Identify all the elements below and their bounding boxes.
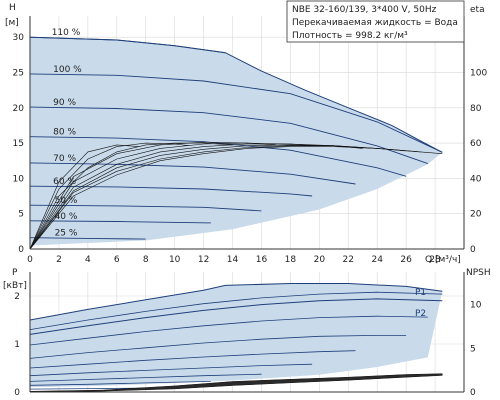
speed-label: 110 % <box>52 28 81 38</box>
head-curve-110 <box>29 36 226 54</box>
flow-tick-label: 8 <box>143 255 149 265</box>
speed-label: 90 % <box>53 98 76 108</box>
speed-label: 40 % <box>55 212 78 222</box>
flow-tick-label: 10 <box>169 255 181 265</box>
power-speed-curve <box>29 334 407 359</box>
p2-curve <box>29 298 443 335</box>
head-tick-label: 10 <box>13 174 25 184</box>
flow-tick-label: 16 <box>256 255 268 265</box>
power-axis-title: P <box>12 268 18 278</box>
flow-tick-label: 0 <box>27 255 33 265</box>
info-model: NBE 32-160/139, 3*400 V, 50Hz <box>292 5 437 15</box>
speed-label: 70 % <box>53 154 76 164</box>
npsh-tick-label: 5 <box>470 344 476 354</box>
p2-label: P2 <box>415 309 426 319</box>
head-curve-100 <box>29 73 443 153</box>
eta-tick-label: 100 <box>470 68 487 78</box>
power-speed-curve <box>29 350 356 369</box>
npsh-axis-title: NPSH <box>466 268 491 278</box>
efficiency-curve <box>29 144 139 250</box>
head-curve-25 <box>29 237 146 240</box>
speed-label: 100 % <box>53 65 82 75</box>
efficiency-curve <box>29 144 407 250</box>
p1-curve <box>29 283 443 321</box>
power-axis-unit: [кВт] <box>3 281 27 291</box>
efficiency-curve <box>29 142 320 250</box>
operating-area-fill <box>29 36 443 246</box>
flow-tick-label: 6 <box>114 255 120 265</box>
flow-tick-label: 24 <box>371 255 383 265</box>
flow-tick-label: 26 <box>400 255 412 265</box>
npsh-band <box>29 373 443 393</box>
power-speed-curve <box>29 291 443 330</box>
head-axis-unit: [м] <box>5 18 19 28</box>
power-speed-curve <box>29 387 146 390</box>
head-tick-label: 25 <box>13 68 24 78</box>
flow-axis-title: Q <box>425 255 432 265</box>
power-tick-label: 2 <box>14 292 20 302</box>
head-tick-label: 20 <box>13 104 25 114</box>
head-tick-label: 5 <box>18 210 24 220</box>
p1-label: P1 <box>415 288 426 298</box>
npsh-tick-label: 0 <box>470 388 476 398</box>
info-liquid: Перекачиваемая жидкость = Вода <box>292 18 458 28</box>
eta-tick-label: 80 <box>470 104 482 114</box>
head-curve-50 <box>29 204 262 212</box>
flow-tick-label: 12 <box>198 255 209 265</box>
flow-tick-label: 4 <box>85 255 91 265</box>
speed-label: 50 % <box>55 196 78 206</box>
eta-tick-label: 0 <box>470 245 476 255</box>
flow-axis-unit: [м³/ч] <box>435 255 461 265</box>
head-tick-label: 0 <box>18 245 24 255</box>
eta-tick-label: 20 <box>470 210 482 220</box>
power-axes: 0 1 2 0 5 10 <box>14 272 482 398</box>
power-curves <box>29 283 443 393</box>
power-speed-curve <box>29 381 211 386</box>
head-curve-70 <box>29 162 356 185</box>
head-tick-label: 15 <box>13 139 24 149</box>
efficiency-curve <box>29 143 363 250</box>
flow-tick-label: 14 <box>227 255 239 265</box>
eta-axis-title: eta <box>470 5 485 15</box>
operating-area <box>30 37 443 246</box>
flow-tick-label: 22 <box>343 255 354 265</box>
info-density: Плотность = 998.2 кг/м³ <box>292 31 408 41</box>
info-box <box>286 0 465 43</box>
speed-label: 60 % <box>53 177 76 187</box>
head-axis-title: H <box>9 3 16 13</box>
efficiency-curves <box>29 141 443 250</box>
head-tick-label: 30 <box>13 33 25 43</box>
power-speed-curve <box>29 363 313 377</box>
power-speed-curve <box>29 373 262 382</box>
speed-label: 80 % <box>53 128 76 138</box>
npsh-tick-label: 10 <box>470 301 482 311</box>
flow-tick-label: 2 <box>56 255 62 265</box>
flow-tick-label: 20 <box>314 255 326 265</box>
efficiency-curve <box>29 142 190 250</box>
power-tick-label: 0 <box>14 388 20 398</box>
flow-tick-label: 28 <box>429 255 441 265</box>
head-curve-40 <box>29 220 211 224</box>
eta-tick-label: 60 <box>470 139 482 149</box>
power-speed-curve <box>29 315 428 346</box>
flow-tick-label: 18 <box>285 255 297 265</box>
efficiency-curve <box>29 142 233 250</box>
speed-label: 25 % <box>55 229 78 239</box>
efficiency-curve <box>29 141 276 250</box>
eta-tick-label: 40 <box>470 174 482 184</box>
power-tick-label: 1 <box>14 340 20 350</box>
speed-labels: 110 % 100 % 90 % 80 % 70 % 60 % 50 % 40 % 25 % <box>52 28 82 239</box>
head-curve-60 <box>29 185 313 197</box>
power-npsh-panel: 0 1 2 0 5 10 P [кВт] NPSH P1 P2 <box>3 268 491 398</box>
